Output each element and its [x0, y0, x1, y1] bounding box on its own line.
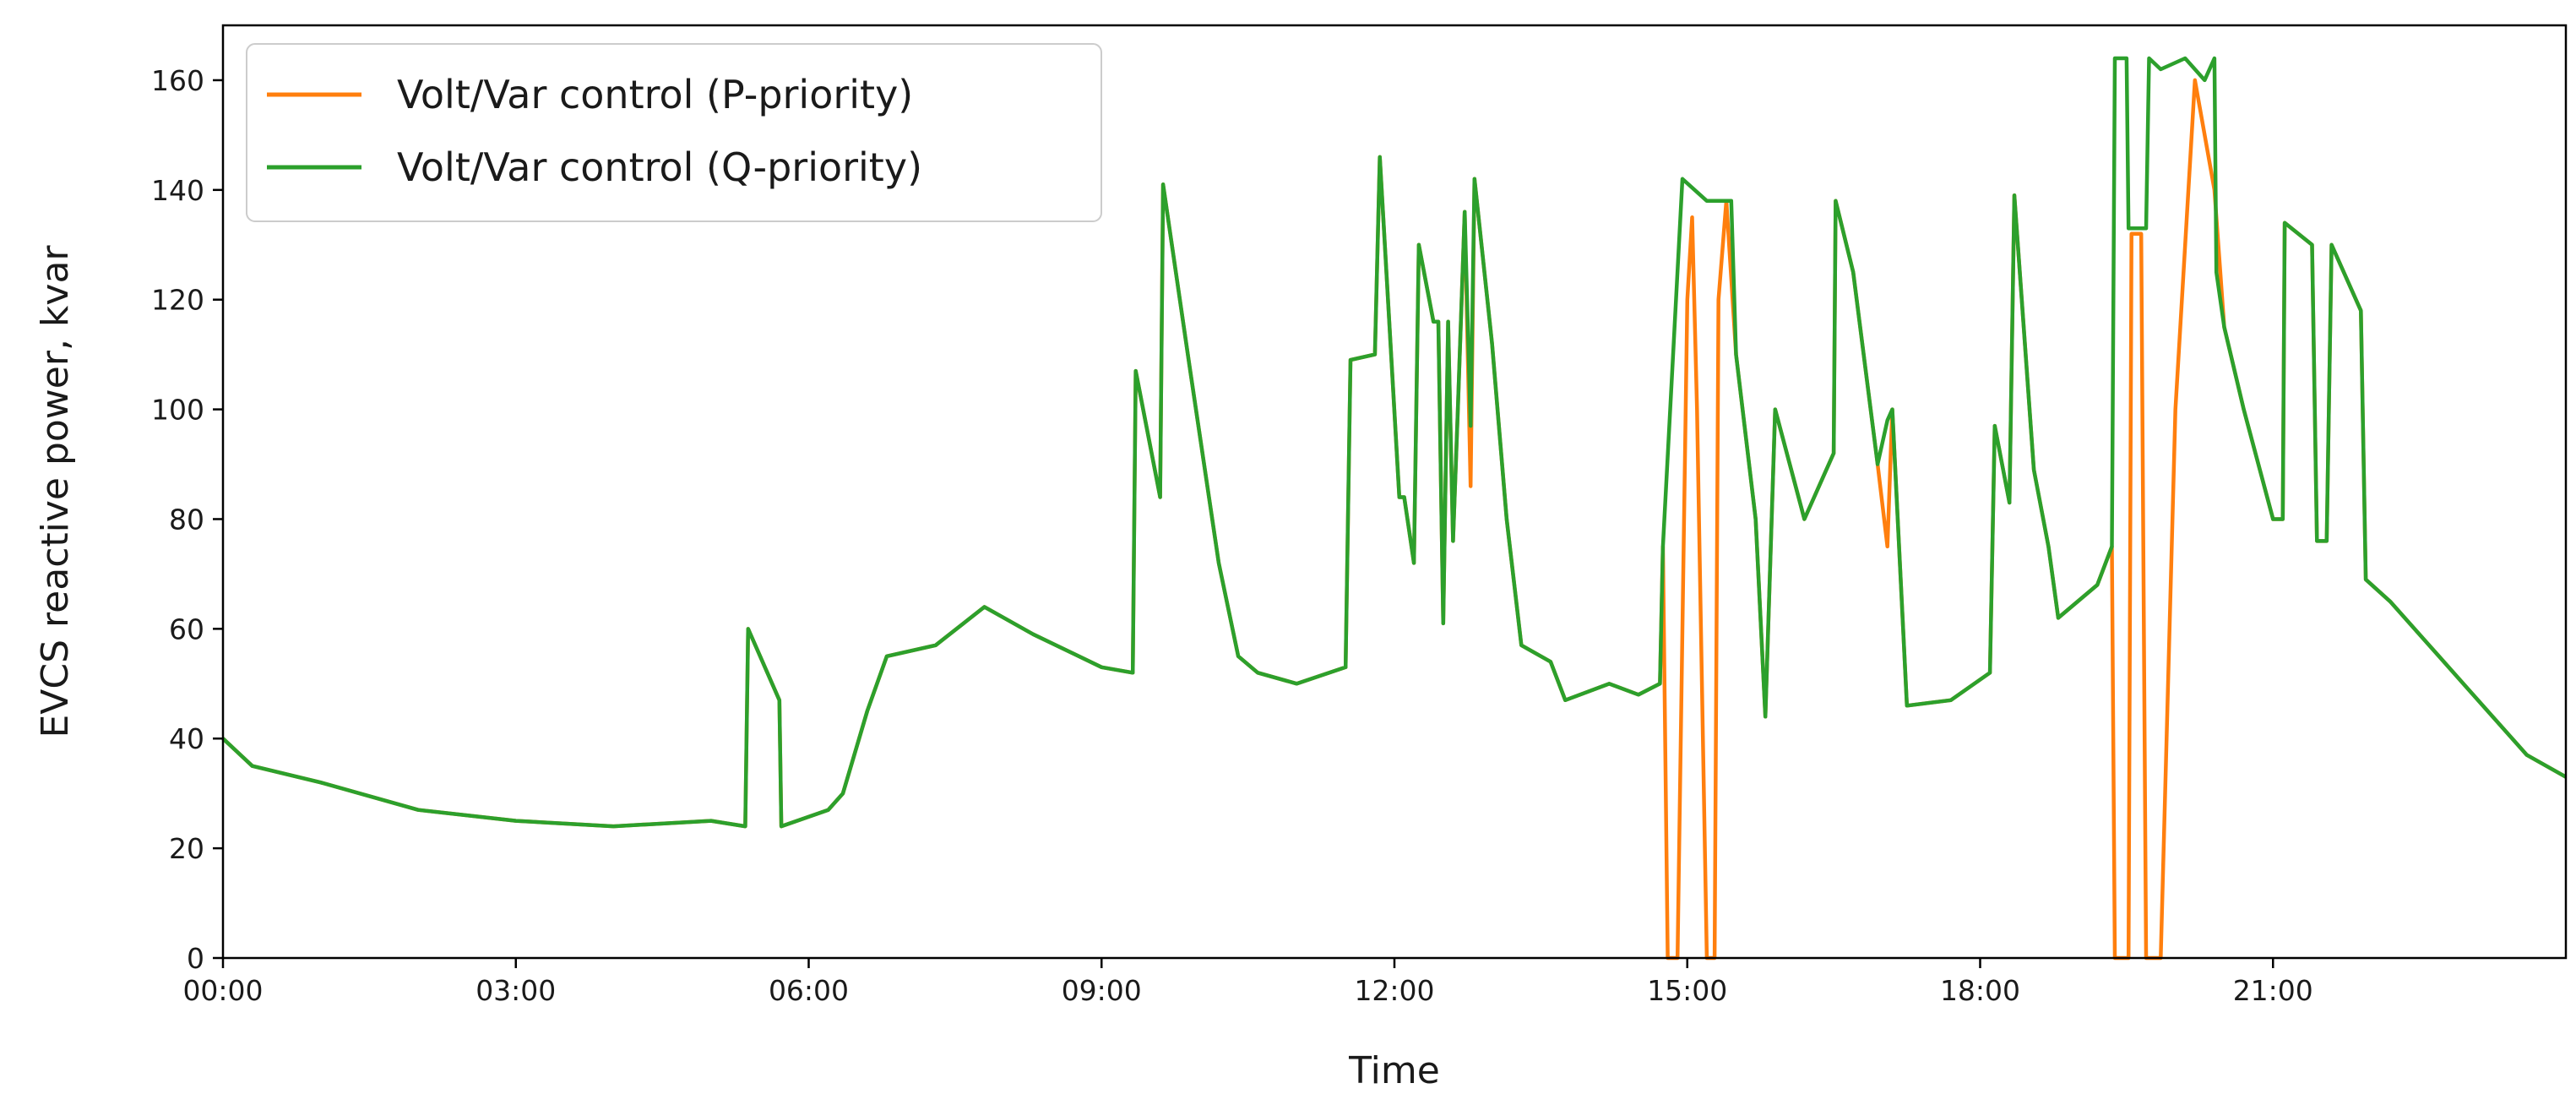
y-axis: 0 20 40 60 80 100 120 140 160: [151, 64, 223, 975]
y-tick-label: 40: [169, 722, 204, 755]
x-tick-label: 21:00: [2233, 974, 2313, 1007]
y-axis-title: EVCS reactive power, kvar: [34, 245, 77, 738]
legend-label-p-priority: Volt/Var control (P-priority): [397, 72, 913, 117]
x-tick-label: 06:00: [769, 974, 849, 1007]
x-tick-label: 00:00: [182, 974, 263, 1007]
x-tick-label: 18:00: [1940, 974, 2020, 1007]
x-tick-label: 12:00: [1354, 974, 1434, 1007]
series-line-q-priority: [221, 56, 2568, 829]
y-tick-label: 100: [151, 394, 204, 427]
y-tick-label: 160: [151, 64, 204, 97]
y-tick-label: 120: [151, 284, 204, 317]
y-tick-label: 60: [169, 612, 204, 645]
y-tick-label: 20: [169, 832, 204, 865]
x-tick-label: 03:00: [476, 974, 556, 1007]
x-tick-label: 09:00: [1062, 974, 1142, 1007]
y-tick-label: 80: [169, 503, 204, 536]
x-axis-title: Time: [1348, 1049, 1440, 1092]
x-tick-label: 15:00: [1647, 974, 1727, 1007]
y-tick-label: 140: [151, 174, 204, 207]
y-tick-label: 0: [187, 942, 204, 975]
x-axis: 00:00 03:00 06:00 09:00 12:00 15:00 18:00 21:00: [182, 958, 2313, 1007]
legend-box: [246, 43, 1102, 222]
legend: Volt/Var control (P-priority) Volt/Var c…: [246, 43, 1102, 222]
legend-label-q-priority: Volt/Var control (Q-priority): [397, 144, 922, 190]
